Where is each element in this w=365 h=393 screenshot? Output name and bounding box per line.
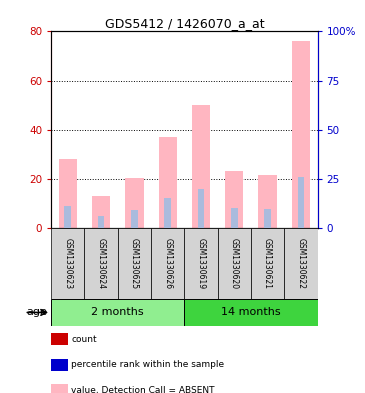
Bar bbox=[192, 105, 210, 228]
Bar bbox=[218, 228, 251, 299]
Text: percentile rank within the sample: percentile rank within the sample bbox=[71, 360, 224, 369]
Bar bbox=[184, 299, 318, 326]
Bar bbox=[84, 228, 118, 299]
Bar bbox=[131, 210, 138, 228]
Bar bbox=[292, 41, 310, 228]
Text: 14 months: 14 months bbox=[221, 307, 281, 318]
Bar bbox=[59, 159, 77, 228]
Bar bbox=[64, 206, 71, 228]
Text: 2 months: 2 months bbox=[91, 307, 144, 318]
Bar bbox=[125, 178, 143, 228]
Bar bbox=[297, 177, 304, 228]
Bar bbox=[164, 198, 171, 228]
Bar bbox=[258, 175, 277, 228]
Bar bbox=[92, 196, 110, 228]
Text: GSM1330623: GSM1330623 bbox=[63, 238, 72, 289]
Bar bbox=[158, 137, 177, 228]
Bar bbox=[198, 189, 204, 228]
Text: GSM1330620: GSM1330620 bbox=[230, 238, 239, 289]
Bar bbox=[284, 228, 318, 299]
Text: GSM1330622: GSM1330622 bbox=[296, 238, 306, 289]
Bar bbox=[184, 228, 218, 299]
Bar bbox=[264, 209, 271, 228]
Text: count: count bbox=[71, 335, 97, 343]
Text: GSM1330626: GSM1330626 bbox=[163, 238, 172, 289]
Text: GSM1330619: GSM1330619 bbox=[196, 238, 205, 289]
Text: GSM1330624: GSM1330624 bbox=[97, 238, 105, 289]
Text: age: age bbox=[27, 307, 47, 318]
Bar bbox=[231, 208, 238, 228]
Bar bbox=[118, 228, 151, 299]
Bar bbox=[51, 299, 184, 326]
Bar bbox=[51, 228, 84, 299]
Text: GSM1330625: GSM1330625 bbox=[130, 238, 139, 289]
Bar bbox=[225, 171, 243, 228]
Bar bbox=[151, 228, 184, 299]
Bar bbox=[98, 216, 104, 228]
Title: GDS5412 / 1426070_a_at: GDS5412 / 1426070_a_at bbox=[104, 17, 264, 30]
Bar bbox=[251, 228, 284, 299]
Text: GSM1330621: GSM1330621 bbox=[263, 238, 272, 289]
Text: value, Detection Call = ABSENT: value, Detection Call = ABSENT bbox=[71, 386, 215, 393]
